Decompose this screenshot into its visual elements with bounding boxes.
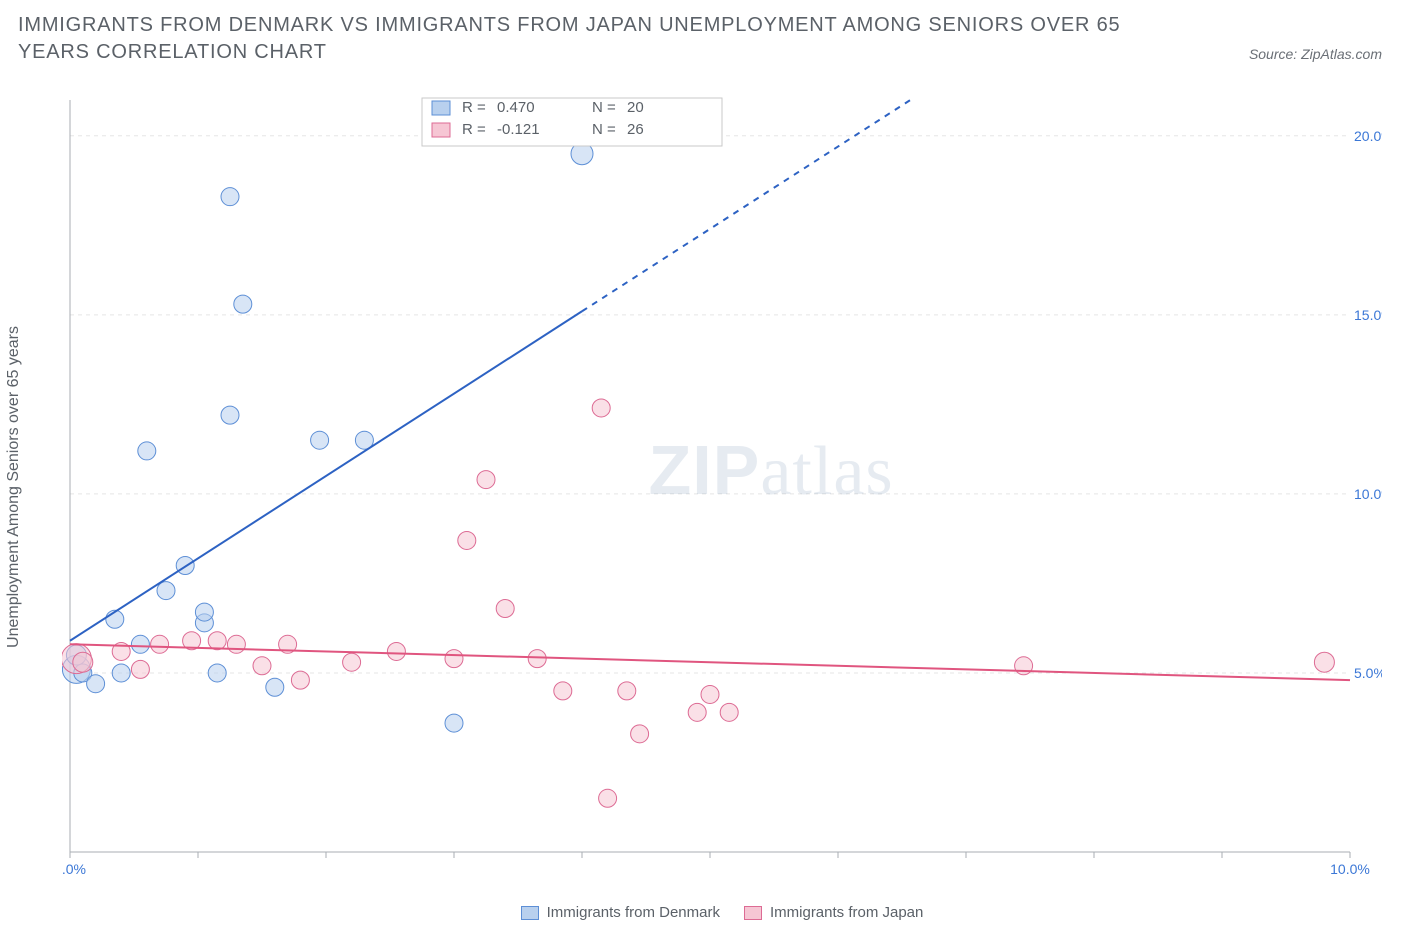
denmark-point [266,678,284,696]
japan-point [73,652,93,672]
legend-item-japan: Immigrants from Japan [744,904,923,921]
japan-point [528,650,546,668]
svg-text:0.0%: 0.0% [62,861,86,877]
japan-point [554,682,572,700]
denmark-point [221,188,239,206]
japan-point [253,657,271,675]
japan-point [151,635,169,653]
denmark-point [445,714,463,732]
svg-text:10.0%: 10.0% [1330,861,1370,877]
page-title: IMMIGRANTS FROM DENMARK VS IMMIGRANTS FR… [18,12,1158,66]
denmark-point [208,664,226,682]
svg-text:R =: R = [462,99,486,116]
japan-point [720,703,738,721]
denmark-point [234,295,252,313]
svg-text:5.0%: 5.0% [1354,665,1382,681]
legend-swatch [432,123,450,137]
svg-text:20.0%: 20.0% [1354,128,1382,144]
svg-text:20: 20 [627,99,644,116]
denmark-point [157,582,175,600]
denmark-point [112,664,130,682]
japan-point [208,632,226,650]
denmark-point [311,431,329,449]
japan-point [387,642,405,660]
denmark-point [131,635,149,653]
japan-point [631,725,649,743]
japan-point [1314,652,1334,672]
correlation-chart: 5.0% 10.0% 15.0% 20.0% 0.0% 10.0% R = 0.470 N = 2… [62,92,1382,882]
svg-text:N =: N = [592,99,616,116]
y-axis-label: Unemployment Among Seniors over 65 years [5,326,23,648]
japan-point [227,635,245,653]
japan-point [599,789,617,807]
source-attribution: Source: ZipAtlas.com [1249,46,1382,62]
japan-point [496,599,514,617]
japan-point [688,703,706,721]
japan-point [701,685,719,703]
bottom-legend: Immigrants from Denmark Immigrants from … [62,898,1382,926]
svg-text:0.470: 0.470 [497,99,535,116]
svg-text:N =: N = [592,121,616,138]
japan-point [618,682,636,700]
denmark-point [221,406,239,424]
japan-point [477,471,495,489]
svg-text:10.0%: 10.0% [1354,486,1382,502]
japan-point [131,660,149,678]
svg-text:26: 26 [627,121,644,138]
svg-text:R =: R = [462,121,486,138]
japan-point [592,399,610,417]
japan-point [458,531,476,549]
denmark-trend-line [70,311,582,640]
japan-point [445,650,463,668]
denmark-point [195,603,213,621]
svg-text:-0.121: -0.121 [497,121,540,138]
denmark-point [87,675,105,693]
svg-text:15.0%: 15.0% [1354,307,1382,323]
denmark-point [138,442,156,460]
legend-item-denmark: Immigrants from Denmark [521,904,720,921]
japan-point [343,653,361,671]
legend-swatch [432,101,450,115]
japan-point [291,671,309,689]
